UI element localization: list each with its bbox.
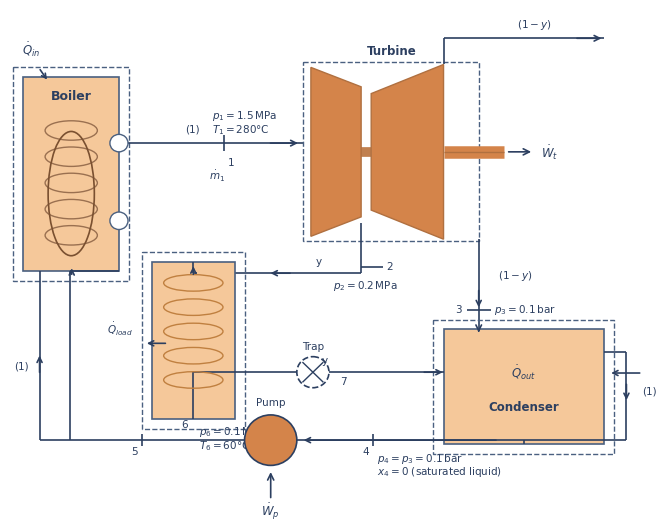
Bar	[434, 320, 614, 454]
Text: (1): (1)	[185, 124, 200, 134]
Text: Turbine: Turbine	[366, 46, 416, 59]
Polygon shape	[311, 67, 361, 236]
Text: $\dot{m}_1$: $\dot{m}_1$	[209, 168, 226, 184]
Text: 5: 5	[131, 447, 138, 457]
Bar	[303, 62, 479, 241]
Text: $\dot{W}_t$: $\dot{W}_t$	[541, 143, 559, 162]
Text: 4: 4	[362, 447, 369, 457]
Text: 7: 7	[340, 377, 346, 387]
Text: (1): (1)	[643, 386, 657, 396]
Text: 2: 2	[386, 263, 393, 272]
Text: y: y	[322, 356, 328, 366]
Text: $p_2 = 0.2\,\mathrm{MPa}$: $p_2 = 0.2\,\mathrm{MPa}$	[333, 279, 398, 293]
Text: 6: 6	[182, 419, 188, 429]
Text: $\dot{W}_p$: $\dot{W}_p$	[261, 502, 280, 522]
Text: Boiler: Boiler	[51, 90, 92, 103]
Text: Trap: Trap	[302, 342, 324, 352]
Text: $(1-y)$: $(1-y)$	[517, 18, 551, 32]
Circle shape	[244, 415, 297, 465]
Bar	[444, 329, 604, 444]
Text: $p_4 = p_3 = 0.1\,\mathrm{bar}$: $p_4 = p_3 = 0.1\,\mathrm{bar}$	[377, 451, 464, 465]
Text: 3: 3	[455, 305, 462, 315]
Bar	[152, 262, 234, 419]
Text: $p_3 = 0.1\,\mathrm{bar}$: $p_3 = 0.1\,\mathrm{bar}$	[494, 303, 555, 317]
Text: $T_1 = 280°\mathrm{C}$: $T_1 = 280°\mathrm{C}$	[212, 123, 270, 138]
Text: $\dot{Q}_{out}$: $\dot{Q}_{out}$	[511, 363, 537, 382]
Text: $\dot{Q}_{in}$: $\dot{Q}_{in}$	[23, 41, 41, 59]
Text: y: y	[316, 257, 322, 267]
Text: $(1-y)$: $(1-y)$	[498, 269, 532, 283]
Text: $p_1 = 1.5\,\mathrm{MPa}$: $p_1 = 1.5\,\mathrm{MPa}$	[212, 109, 278, 123]
Circle shape	[110, 212, 128, 230]
Circle shape	[110, 134, 128, 152]
Bar	[142, 252, 244, 428]
Text: Pump: Pump	[256, 398, 286, 408]
Text: (1): (1)	[14, 361, 29, 371]
Bar	[13, 67, 129, 281]
Text: $p_6 = 0.1\,\mathrm{MPa}$: $p_6 = 0.1\,\mathrm{MPa}$	[199, 425, 264, 439]
Text: $\dot{Q}_{load}$: $\dot{Q}_{load}$	[107, 321, 133, 338]
Text: 1: 1	[228, 157, 234, 167]
Text: $T_6 = 60°\mathrm{C}$: $T_6 = 60°\mathrm{C}$	[199, 439, 250, 453]
Polygon shape	[371, 64, 444, 239]
Text: $x_4 = 0$ (saturated liquid): $x_4 = 0$ (saturated liquid)	[377, 465, 502, 479]
Bar	[23, 77, 119, 271]
Text: Condenser: Condenser	[489, 401, 559, 414]
